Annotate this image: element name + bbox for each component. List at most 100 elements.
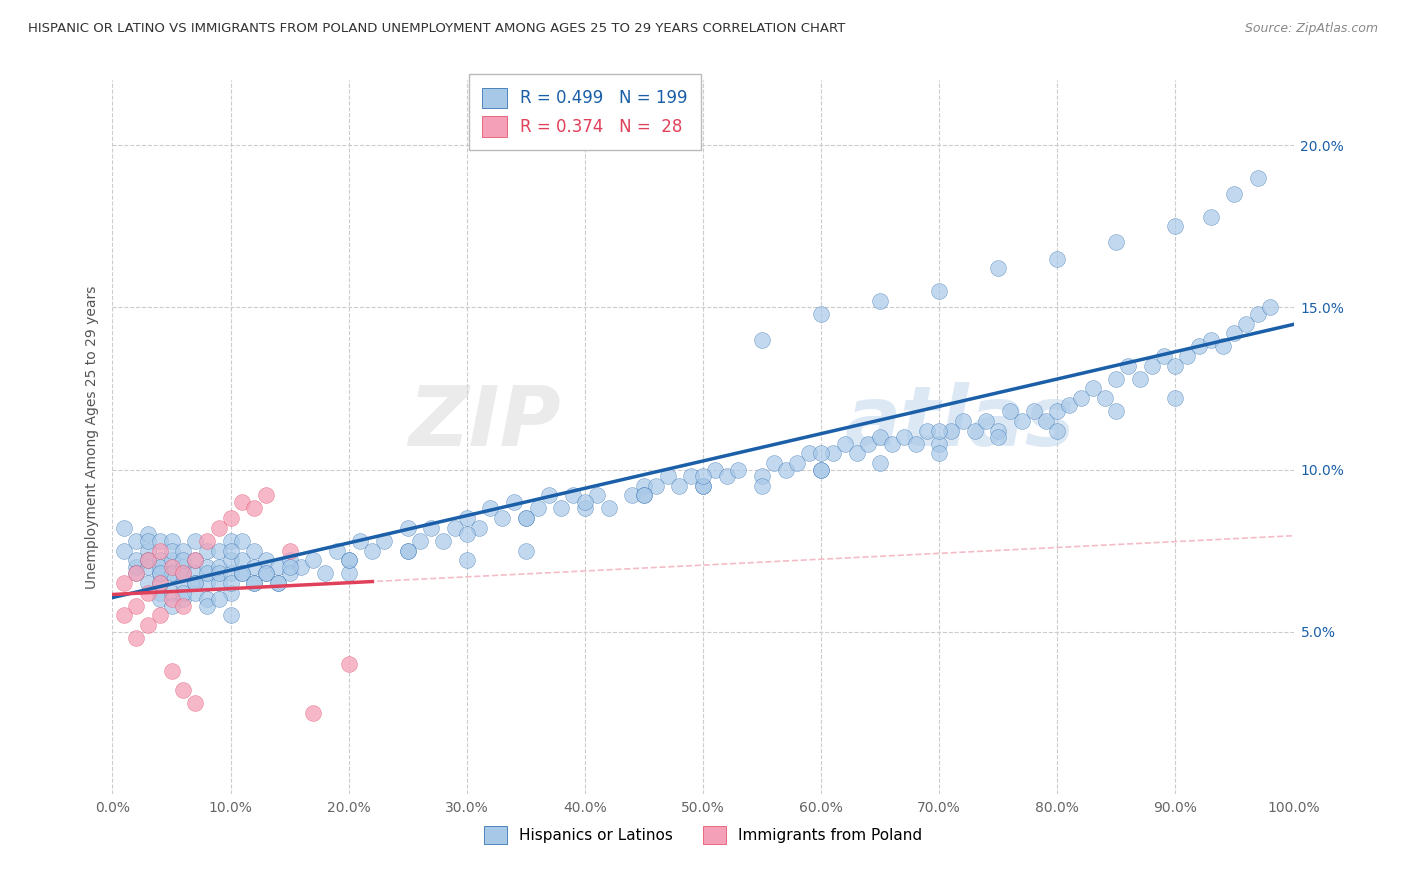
Point: [208, 521, 231, 535]
Point: [692, 479, 714, 493]
Point: [515, 511, 537, 525]
Point: [149, 586, 172, 600]
Point: [1175, 349, 1198, 363]
Point: [208, 592, 231, 607]
Point: [195, 533, 218, 548]
Point: [125, 566, 148, 581]
Point: [136, 533, 159, 548]
Point: [136, 553, 159, 567]
Point: [1223, 186, 1246, 201]
Point: [195, 543, 218, 558]
Point: [928, 284, 950, 298]
Point: [775, 462, 797, 476]
Point: [880, 436, 903, 450]
Point: [444, 521, 467, 535]
Point: [408, 533, 430, 548]
Point: [267, 559, 290, 574]
Point: [396, 543, 419, 558]
Point: [290, 559, 312, 574]
Point: [716, 469, 738, 483]
Point: [337, 553, 360, 567]
Point: [1116, 359, 1139, 373]
Point: [1057, 398, 1080, 412]
Point: [621, 488, 644, 502]
Point: [976, 414, 998, 428]
Point: [917, 424, 939, 438]
Point: [633, 488, 655, 502]
Point: [585, 488, 607, 502]
Point: [479, 501, 502, 516]
Point: [184, 533, 207, 548]
Point: [219, 511, 242, 525]
Point: [1164, 359, 1187, 373]
Point: [160, 592, 183, 607]
Point: [208, 576, 231, 591]
Point: [834, 436, 856, 450]
Point: [633, 479, 655, 493]
Point: [219, 543, 242, 558]
Point: [302, 553, 325, 567]
Point: [112, 576, 135, 591]
Point: [337, 657, 360, 672]
Point: [160, 586, 183, 600]
Point: [349, 533, 371, 548]
Point: [149, 543, 172, 558]
Point: [491, 511, 513, 525]
Point: [562, 488, 585, 502]
Legend: Hispanics or Latinos, Immigrants from Poland: Hispanics or Latinos, Immigrants from Po…: [478, 820, 928, 850]
Point: [172, 566, 194, 581]
Point: [195, 599, 218, 613]
Point: [184, 576, 207, 591]
Point: [337, 553, 360, 567]
Point: [136, 527, 159, 541]
Point: [160, 543, 183, 558]
Point: [799, 446, 821, 460]
Point: [692, 469, 714, 483]
Point: [644, 479, 666, 493]
Point: [987, 430, 1010, 444]
Point: [939, 424, 962, 438]
Point: [184, 553, 207, 567]
Point: [1046, 424, 1069, 438]
Point: [810, 462, 832, 476]
Point: [373, 533, 395, 548]
Point: [762, 456, 785, 470]
Point: [184, 576, 207, 591]
Point: [184, 553, 207, 567]
Point: [219, 576, 242, 591]
Point: [456, 511, 478, 525]
Point: [858, 436, 880, 450]
Point: [467, 521, 489, 535]
Point: [149, 576, 172, 591]
Point: [314, 566, 336, 581]
Point: [231, 566, 253, 581]
Point: [526, 501, 548, 516]
Point: [149, 553, 172, 567]
Point: [160, 664, 183, 678]
Point: [172, 683, 194, 698]
Point: [1212, 339, 1234, 353]
Point: [112, 608, 135, 623]
Point: [432, 533, 454, 548]
Point: [515, 543, 537, 558]
Point: [821, 446, 844, 460]
Point: [1105, 235, 1128, 250]
Point: [160, 533, 183, 548]
Point: [184, 586, 207, 600]
Point: [396, 543, 419, 558]
Point: [1258, 301, 1281, 315]
Point: [219, 566, 242, 581]
Point: [1164, 391, 1187, 405]
Y-axis label: Unemployment Among Ages 25 to 29 years: Unemployment Among Ages 25 to 29 years: [84, 285, 98, 589]
Point: [703, 462, 725, 476]
Point: [1070, 391, 1092, 405]
Point: [515, 511, 537, 525]
Point: [149, 576, 172, 591]
Point: [278, 566, 301, 581]
Point: [810, 307, 832, 321]
Point: [208, 566, 231, 581]
Point: [1164, 219, 1187, 234]
Point: [1022, 404, 1045, 418]
Point: [231, 553, 253, 567]
Point: [396, 521, 419, 535]
